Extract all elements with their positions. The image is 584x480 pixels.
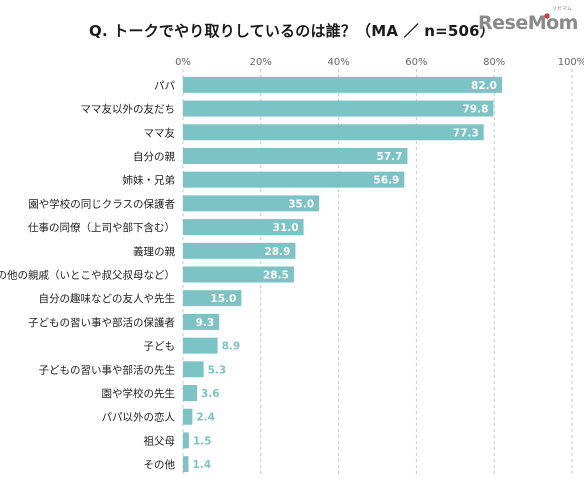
category-label: ママ友 xyxy=(144,126,176,139)
category-label: パパ以外の恋人 xyxy=(102,411,176,424)
category-label: 仕事の同僚（上司や部下含む） xyxy=(28,221,175,234)
bar xyxy=(183,361,204,378)
bar xyxy=(183,266,294,283)
bar xyxy=(183,432,189,449)
value-label: 8.9 xyxy=(222,341,241,353)
category-label: パパ xyxy=(154,80,175,92)
value-label: 31.0 xyxy=(273,222,299,234)
value-label: 28.9 xyxy=(264,246,290,258)
value-label: 77.3 xyxy=(453,127,479,139)
logo-accent-dot xyxy=(544,13,550,19)
x-tick-label: 0% xyxy=(175,57,191,68)
chart-title: Q. トークでやり取りしているのは誰？（MA ／ n=506） xyxy=(89,22,495,40)
category-label: 子どもの習い事や部活の保護者 xyxy=(28,316,175,329)
logo-main-text: ReseMom xyxy=(478,12,578,34)
value-label: 5.3 xyxy=(208,364,227,376)
category-label: 自分の趣味などの友人や先生 xyxy=(39,292,176,305)
value-label: 79.8 xyxy=(463,104,489,116)
value-label: 56.9 xyxy=(373,175,399,187)
bar xyxy=(183,313,220,330)
bar xyxy=(183,290,242,307)
category-label: 子ども xyxy=(144,341,176,353)
x-tick-label: 60% xyxy=(405,57,427,68)
x-tick-label: 80% xyxy=(483,57,505,68)
category-label: 義理の親 xyxy=(133,245,175,258)
bar xyxy=(183,195,320,212)
category-label: その他 xyxy=(144,458,176,471)
value-label: 9.3 xyxy=(196,317,215,329)
value-label: 2.4 xyxy=(196,412,215,424)
bar xyxy=(183,242,296,259)
value-label: 15.0 xyxy=(210,293,236,305)
category-label: 祖父母 xyxy=(144,434,176,447)
resemom-logo: リセマム ReseMom xyxy=(478,6,578,34)
logo-sub-text: リセマム xyxy=(552,6,572,12)
bar xyxy=(183,219,304,236)
category-label: 園や学校の先生 xyxy=(102,387,176,400)
bar xyxy=(183,385,198,402)
value-label: 57.7 xyxy=(377,151,403,163)
value-label: 35.0 xyxy=(288,198,314,210)
x-tick-label: 100% xyxy=(558,57,584,68)
bar xyxy=(183,76,502,93)
x-tick-label: 40% xyxy=(327,57,349,68)
value-label: 82.0 xyxy=(471,80,497,92)
bar xyxy=(183,124,484,141)
value-label: 1.4 xyxy=(192,459,211,471)
value-label: 3.6 xyxy=(201,388,220,400)
category-label: 子どもの習い事や部活の先生 xyxy=(39,363,176,376)
value-label: 28.5 xyxy=(263,270,289,282)
category-label: 園や学校の同じクラスの保護者 xyxy=(28,197,175,210)
category-label: ママ友以外の友だち xyxy=(81,103,176,116)
bar xyxy=(183,100,494,117)
bar xyxy=(183,456,189,473)
category-label: その他の親戚（いとこや叔父叔母など） xyxy=(0,269,175,282)
bar xyxy=(183,147,408,164)
bar xyxy=(183,171,405,188)
bar xyxy=(183,408,193,425)
category-label: 自分の親 xyxy=(133,150,175,163)
value-label: 1.5 xyxy=(193,435,212,447)
bar xyxy=(183,337,218,354)
x-tick-label: 20% xyxy=(250,57,272,68)
category-label: 姉妹・兄弟 xyxy=(123,174,176,187)
